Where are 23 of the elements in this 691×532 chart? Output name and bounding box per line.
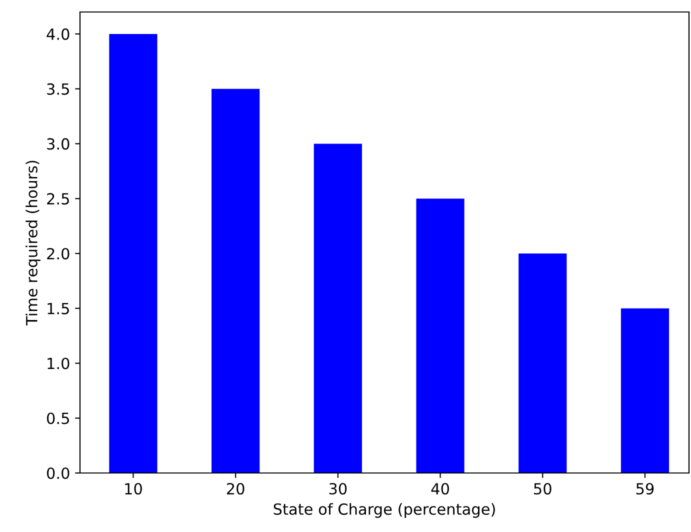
x-axis-title: State of Charge (percentage) bbox=[274, 503, 495, 518]
y-tick-label: 1.5 bbox=[48, 303, 69, 314]
x-tick-label: 50 bbox=[534, 482, 552, 495]
bar bbox=[518, 253, 567, 473]
y-tick-label: 2.5 bbox=[47, 193, 69, 205]
x-tick-label: 20 bbox=[226, 482, 244, 495]
y-tick-label: 3.5 bbox=[47, 83, 69, 95]
x-tick-label: 40 bbox=[431, 482, 449, 495]
bar bbox=[314, 144, 362, 473]
bar bbox=[212, 88, 260, 473]
y-tick-label: 0.5 bbox=[46, 412, 69, 424]
y-axis-title: Time required (hours) bbox=[26, 160, 40, 326]
y-tick-label: 3.0 bbox=[47, 138, 70, 150]
bar bbox=[109, 34, 158, 473]
x-tick-label: 10 bbox=[125, 482, 142, 495]
y-tick-label: 4.0 bbox=[46, 28, 70, 40]
x-tick-label: 30 bbox=[329, 482, 347, 495]
y-tick-label: 2.0 bbox=[47, 248, 70, 260]
x-tick-label: 59 bbox=[636, 482, 654, 495]
bar bbox=[416, 198, 464, 473]
y-tick-label: 0.0 bbox=[46, 467, 70, 480]
bar bbox=[620, 308, 670, 473]
y-tick-label: 1.0 bbox=[48, 358, 70, 370]
